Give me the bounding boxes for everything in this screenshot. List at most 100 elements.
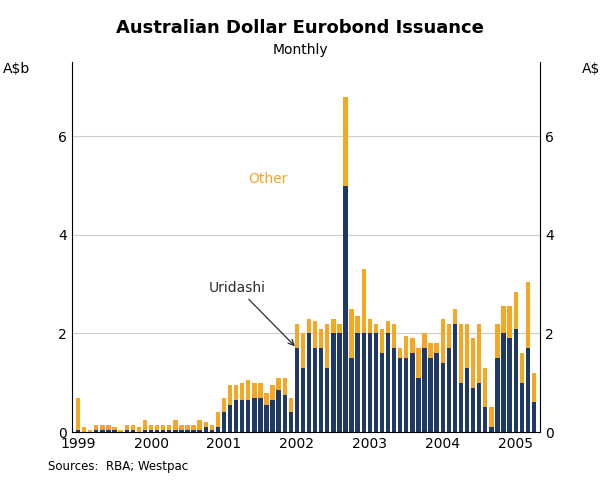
Bar <box>404 358 409 432</box>
Bar <box>319 348 323 432</box>
Bar <box>265 405 269 432</box>
Bar <box>380 328 384 353</box>
Bar <box>209 430 214 432</box>
Bar <box>82 427 86 432</box>
Bar <box>368 334 372 432</box>
Text: Australian Dollar Eurobond Issuance: Australian Dollar Eurobond Issuance <box>116 19 484 37</box>
Bar <box>343 186 347 432</box>
Bar <box>386 321 390 334</box>
Bar <box>131 430 135 432</box>
Text: Uridashi: Uridashi <box>209 280 294 345</box>
Bar <box>76 430 80 432</box>
Bar <box>410 338 415 353</box>
Bar <box>446 348 451 432</box>
Bar <box>514 291 518 328</box>
Bar <box>446 324 451 348</box>
Bar <box>532 373 536 402</box>
Bar <box>149 430 153 432</box>
Bar <box>325 324 329 368</box>
Bar <box>295 324 299 348</box>
Bar <box>471 338 475 388</box>
Bar <box>514 328 518 432</box>
Bar <box>362 334 366 432</box>
Bar <box>76 397 80 430</box>
Bar <box>337 324 341 334</box>
Bar <box>258 383 263 397</box>
Bar <box>118 430 123 432</box>
Bar <box>453 324 457 432</box>
Bar <box>362 269 366 334</box>
Bar <box>477 324 481 383</box>
Bar <box>502 306 506 334</box>
Bar <box>495 324 500 358</box>
Bar <box>301 368 305 432</box>
Bar <box>240 400 244 432</box>
Bar <box>161 430 166 432</box>
Bar <box>495 358 500 432</box>
Bar <box>355 334 360 432</box>
Bar <box>197 420 202 430</box>
Bar <box>173 430 178 432</box>
Bar <box>410 353 415 432</box>
Bar <box>131 425 135 430</box>
Bar <box>125 425 129 430</box>
Bar <box>289 397 293 412</box>
Bar <box>252 383 257 397</box>
Bar <box>422 334 427 348</box>
Bar <box>258 397 263 432</box>
Bar <box>155 430 159 432</box>
Bar <box>313 348 317 432</box>
Bar <box>392 348 397 432</box>
Bar <box>307 319 311 334</box>
Text: A$b: A$b <box>582 62 600 76</box>
Bar <box>428 358 433 432</box>
Bar <box>265 393 269 405</box>
Bar <box>508 306 512 338</box>
Bar <box>301 334 305 368</box>
Bar <box>368 319 372 334</box>
Bar <box>277 390 281 432</box>
Bar <box>349 358 354 432</box>
Bar <box>167 425 172 430</box>
Bar <box>355 316 360 334</box>
Bar <box>404 336 409 358</box>
Bar <box>277 378 281 390</box>
Bar <box>191 425 196 430</box>
Bar <box>94 425 98 430</box>
Bar <box>440 319 445 363</box>
Bar <box>271 400 275 432</box>
Bar <box>94 430 98 432</box>
Bar <box>283 395 287 432</box>
Bar <box>295 348 299 432</box>
Bar <box>434 353 439 432</box>
Bar <box>246 380 250 400</box>
Text: Sources:  RBA; Westpac: Sources: RBA; Westpac <box>48 460 188 473</box>
Bar <box>428 343 433 358</box>
Bar <box>349 309 354 358</box>
Bar <box>526 348 530 432</box>
Bar <box>246 400 250 432</box>
Bar <box>422 348 427 432</box>
Bar <box>289 412 293 432</box>
Bar <box>526 282 530 348</box>
Bar <box>191 430 196 432</box>
Bar <box>112 427 117 430</box>
Bar <box>398 358 403 432</box>
Bar <box>331 334 335 432</box>
Bar <box>520 383 524 432</box>
Bar <box>283 378 287 395</box>
Bar <box>489 408 494 427</box>
Bar <box>125 430 129 432</box>
Bar <box>234 385 238 400</box>
Bar <box>173 420 178 430</box>
Bar <box>465 368 469 432</box>
Bar <box>252 397 257 432</box>
Bar <box>489 427 494 432</box>
Bar <box>319 328 323 348</box>
Bar <box>155 425 159 430</box>
Bar <box>149 425 153 430</box>
Bar <box>106 430 110 432</box>
Bar <box>477 383 481 432</box>
Bar <box>179 430 184 432</box>
Bar <box>465 324 469 368</box>
